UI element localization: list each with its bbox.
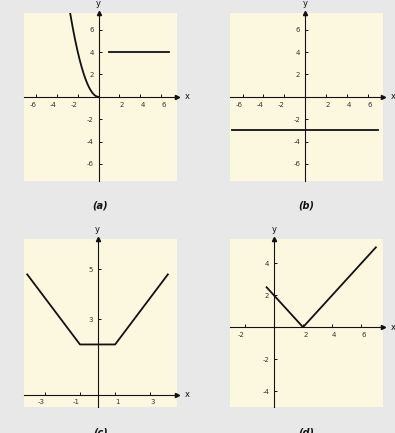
Text: x: x xyxy=(391,92,395,101)
Text: x: x xyxy=(391,323,395,332)
Text: y: y xyxy=(303,0,308,8)
Text: x: x xyxy=(184,390,189,399)
Text: y: y xyxy=(95,225,100,234)
Text: (d): (d) xyxy=(299,427,315,433)
Text: y: y xyxy=(96,0,101,8)
Text: (c): (c) xyxy=(93,427,107,433)
Text: (a): (a) xyxy=(92,201,108,211)
Text: x: x xyxy=(184,92,189,101)
Text: (b): (b) xyxy=(299,201,315,211)
Text: y: y xyxy=(271,225,276,234)
